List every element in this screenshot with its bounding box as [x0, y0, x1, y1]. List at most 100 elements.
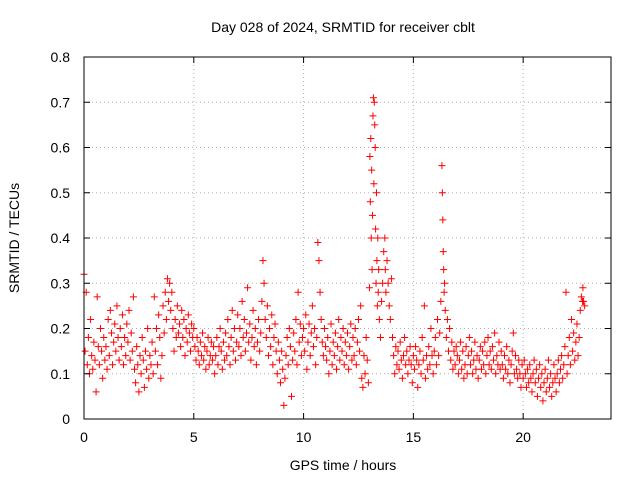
data-point	[365, 284, 373, 292]
data-point	[440, 288, 448, 296]
data-point	[396, 338, 404, 346]
data-point	[103, 365, 111, 373]
data-point	[577, 293, 585, 301]
data-point	[540, 379, 548, 387]
data-point	[114, 334, 122, 342]
data-point	[186, 347, 194, 355]
data-point	[408, 379, 416, 387]
data-point	[245, 338, 253, 346]
data-point	[95, 361, 103, 369]
data-point	[376, 334, 384, 342]
data-point	[349, 334, 357, 342]
data-point	[485, 361, 493, 369]
data-point	[331, 329, 339, 337]
data-point	[83, 361, 91, 369]
data-point	[475, 356, 483, 364]
data-point	[575, 334, 583, 342]
data-point	[188, 320, 196, 328]
data-point	[154, 361, 162, 369]
data-point	[481, 338, 489, 346]
data-point	[194, 347, 202, 355]
data-point	[91, 356, 99, 364]
data-point	[127, 329, 135, 337]
data-point	[374, 234, 382, 242]
data-point	[201, 343, 209, 351]
data-point	[428, 352, 436, 360]
data-point	[560, 361, 568, 369]
data-point	[407, 361, 415, 369]
data-point	[291, 347, 299, 355]
data-point	[455, 356, 463, 364]
data-point	[292, 315, 300, 323]
data-point	[351, 325, 359, 332]
data-point	[502, 365, 510, 373]
data-point	[380, 248, 388, 256]
data-point	[128, 347, 136, 355]
data-point	[227, 334, 235, 342]
data-point	[342, 352, 350, 360]
data-point	[436, 329, 444, 337]
data-point	[366, 153, 374, 161]
data-point	[368, 166, 376, 174]
data-point	[520, 356, 528, 364]
data-point	[248, 334, 256, 342]
data-point	[92, 388, 100, 396]
data-point	[375, 266, 383, 274]
data-point	[499, 374, 507, 382]
data-point	[320, 325, 328, 332]
y-tick-label: 0.1	[51, 366, 71, 382]
data-point	[169, 325, 177, 332]
axis-ticks	[83, 56, 611, 420]
axis-tick-labels: 0 5 10 15 20 0 0.1 0.2 0.3 0.4 0.5 0.6 0.7 0.8	[51, 49, 532, 445]
data-point	[109, 361, 117, 369]
data-point	[430, 347, 438, 355]
data-point	[295, 338, 303, 346]
data-point	[133, 343, 141, 351]
data-point	[271, 320, 279, 328]
data-point	[298, 334, 306, 342]
data-point	[268, 311, 276, 319]
data-point	[404, 370, 412, 378]
data-point	[384, 279, 392, 287]
data-point	[324, 334, 332, 342]
data-point	[204, 334, 212, 342]
data-point	[216, 325, 224, 332]
data-point	[574, 352, 582, 360]
data-point	[372, 225, 380, 233]
data-point	[395, 365, 403, 373]
data-point	[327, 320, 335, 328]
data-point	[147, 361, 155, 369]
data-point	[536, 361, 544, 369]
data-point	[367, 134, 375, 142]
data-point	[555, 379, 563, 387]
data-point	[157, 374, 165, 382]
data-point	[340, 361, 348, 369]
data-point	[339, 325, 347, 332]
data-point	[466, 361, 474, 369]
data-point	[214, 361, 222, 369]
x-axis-label: GPS time / hours	[290, 457, 397, 473]
data-point	[278, 347, 286, 355]
data-point	[552, 388, 560, 396]
data-point	[529, 370, 537, 378]
data-point	[437, 297, 445, 305]
data-point	[136, 352, 144, 360]
data-point	[233, 338, 241, 346]
data-point	[217, 347, 225, 355]
data-point	[497, 347, 505, 355]
data-point	[301, 347, 309, 355]
x-tick-label: 20	[515, 429, 531, 445]
data-point	[511, 352, 519, 360]
data-point	[553, 370, 561, 378]
data-point	[441, 306, 449, 314]
data-point	[286, 343, 294, 351]
data-point	[369, 211, 377, 219]
data-point	[205, 361, 213, 369]
data-point	[149, 370, 157, 378]
data-point	[257, 329, 265, 337]
data-point	[307, 329, 315, 337]
data-point	[225, 343, 233, 351]
x-tick-label: 0	[80, 429, 88, 445]
data-point	[458, 365, 466, 373]
